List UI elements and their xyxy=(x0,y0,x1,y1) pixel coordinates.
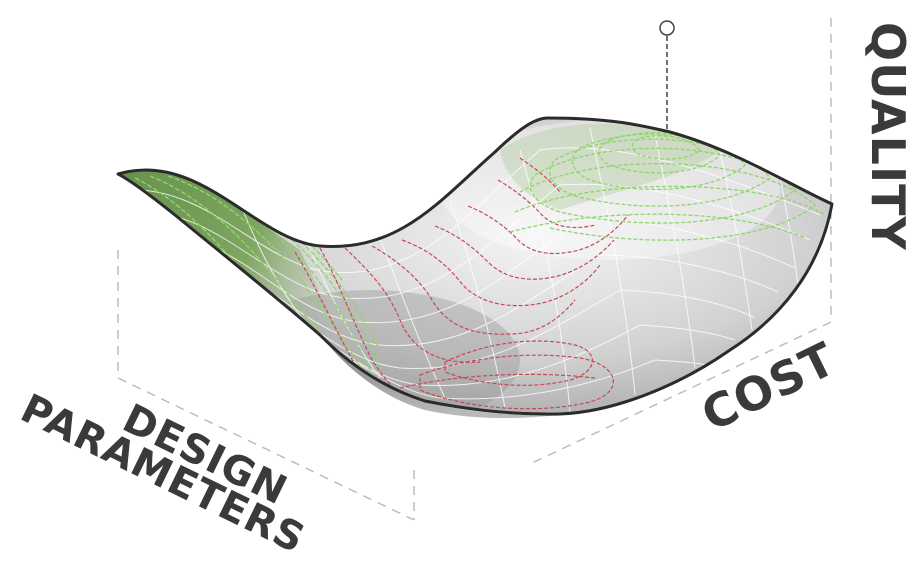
surface-mesh-grid xyxy=(124,127,821,413)
dashed-frame-lines xyxy=(117,18,832,521)
design-axis-line xyxy=(117,377,415,521)
surface-outline xyxy=(116,116,834,416)
cost-axis-line xyxy=(531,321,832,464)
optimum-marker xyxy=(659,20,675,132)
green-contours-crest xyxy=(509,131,826,241)
quality-axis-label: QUALITY xyxy=(861,22,910,251)
optimum-marker-circle xyxy=(659,20,675,36)
